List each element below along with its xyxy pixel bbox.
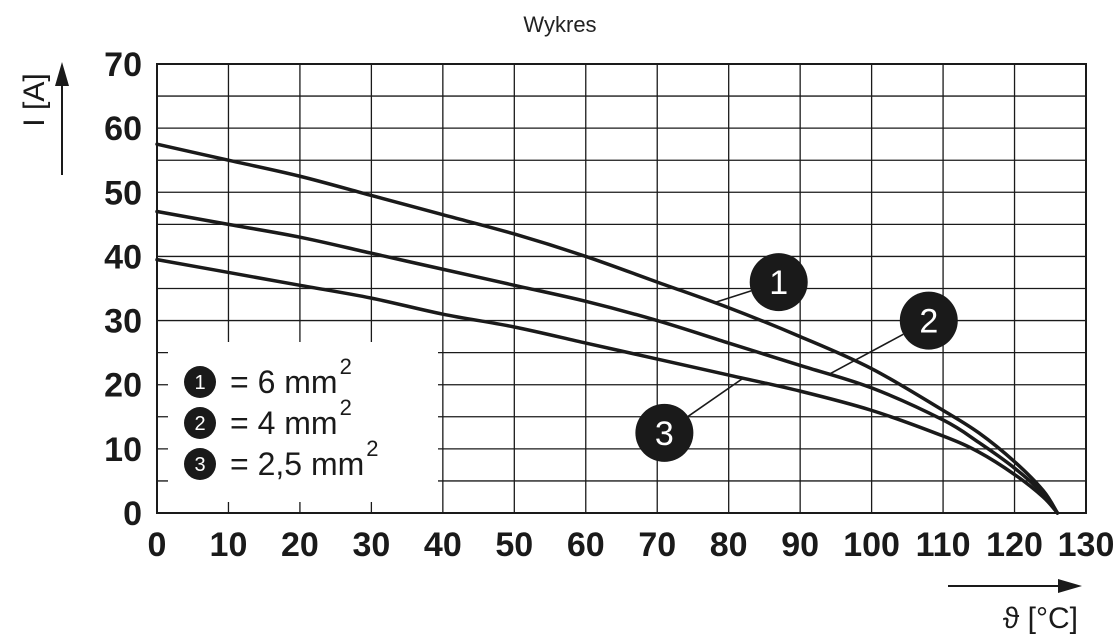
callout-number: 1 <box>769 264 788 302</box>
x-tick-label: 90 <box>781 526 819 564</box>
x-tick-label: 100 <box>843 526 900 564</box>
legend-marker-number: 1 <box>194 372 205 394</box>
y-tick-label: 40 <box>104 238 142 276</box>
x-tick-label: 0 <box>148 526 167 564</box>
x-tick-label: 40 <box>424 526 462 564</box>
callout-marker-2 <box>899 291 958 350</box>
callout-marker-3 <box>635 403 694 462</box>
grid <box>156 63 1087 514</box>
series-callouts: 1 2 3 <box>635 253 958 462</box>
callout-leader-2 <box>828 333 904 376</box>
y-tick-label: 10 <box>104 431 142 469</box>
legend-superscript: 2 <box>340 395 352 420</box>
series-line-1 <box>155 142 1060 515</box>
x-tick-label: 120 <box>986 526 1043 564</box>
x-tick-label: 20 <box>281 526 319 564</box>
axes: 0 10 20 30 40 50 60 70 80 90 100 110 120 130 0 10 20 30 40… <box>18 46 1114 635</box>
legend-entry-2: = 4 mm <box>230 405 338 441</box>
y-tick-label: 60 <box>104 110 142 148</box>
x-tick-label: 50 <box>495 526 533 564</box>
legend-superscript: 2 <box>366 436 378 461</box>
series-lines <box>155 142 1060 515</box>
callout-marker-1 <box>749 253 808 312</box>
legend-marker-1 <box>184 366 216 398</box>
chart-title: Wykres <box>523 12 596 37</box>
y-tick-label: 0 <box>123 495 142 533</box>
legend-superscript: 2 <box>340 354 352 379</box>
x-tick-label: 70 <box>638 526 676 564</box>
legend-marker-3 <box>184 448 216 480</box>
y-axis-label: I [A] <box>18 73 51 126</box>
series-line-3 <box>155 257 1060 515</box>
x-axis-label: ϑ [°C] <box>1003 602 1078 635</box>
y-axis-arrow-head <box>55 62 69 86</box>
y-tick-label: 30 <box>104 303 142 341</box>
legend-entry-1: = 6 mm <box>230 364 338 400</box>
callout-leader-3 <box>687 377 744 417</box>
callout-number: 3 <box>655 415 674 453</box>
y-tick-label: 70 <box>104 46 142 84</box>
y-tick-label: 20 <box>104 367 142 405</box>
legend-entry-3: = 2,5 mm <box>230 446 364 482</box>
x-tick-label: 80 <box>710 526 748 564</box>
x-tick-label: 110 <box>916 526 971 564</box>
plot-frame <box>156 63 1087 514</box>
x-tick-label: 60 <box>567 526 605 564</box>
legend-marker-number: 2 <box>194 413 205 435</box>
x-axis-arrow-head <box>1058 579 1082 593</box>
series-line-2 <box>155 209 1060 515</box>
callout-leader-1 <box>714 290 752 304</box>
x-tick-label: 10 <box>210 526 248 564</box>
callout-number: 2 <box>919 303 938 341</box>
legend: 1 = 6 mm 22 = 4 mm 23 = 2,5 mm 2 <box>168 342 438 502</box>
y-tick-label: 50 <box>104 174 142 212</box>
legend-marker-number: 3 <box>194 454 205 476</box>
x-tick-label: 30 <box>352 526 390 564</box>
x-tick-label: 130 <box>1058 526 1115 564</box>
legend-marker-2 <box>184 407 216 439</box>
